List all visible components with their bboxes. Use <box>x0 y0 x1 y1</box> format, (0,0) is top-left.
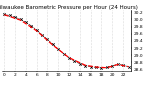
Title: Milwaukee Barometric Pressure per Hour (24 Hours): Milwaukee Barometric Pressure per Hour (… <box>0 5 138 10</box>
